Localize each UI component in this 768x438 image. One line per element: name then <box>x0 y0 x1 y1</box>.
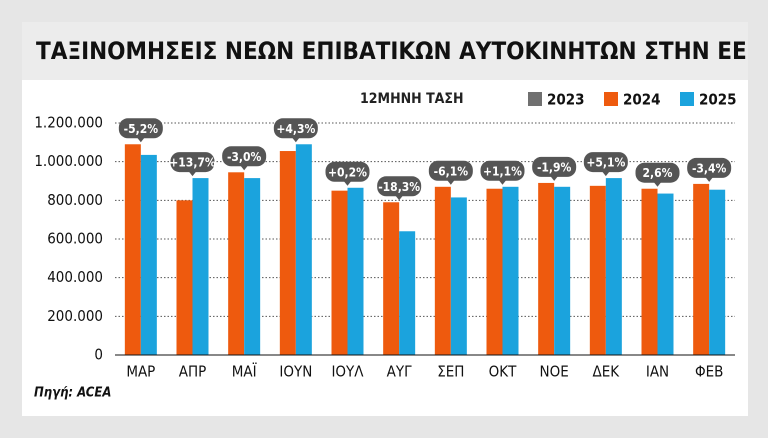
annotation-box <box>635 162 680 183</box>
y-tick-label: 0 <box>94 346 103 364</box>
annotation-box <box>687 157 732 178</box>
annotation-pointer <box>446 179 455 185</box>
bar <box>657 193 674 355</box>
annotation: -1,9% <box>537 160 572 174</box>
bar <box>486 188 503 355</box>
source: Πηγή: ACEA <box>34 386 111 401</box>
x-tick-label: ΔΕΚ <box>593 363 621 381</box>
bar <box>279 151 296 355</box>
y-tick-label: 400.000 <box>47 268 103 286</box>
bar <box>693 183 710 355</box>
annotation-box <box>480 160 525 181</box>
bar <box>554 186 571 355</box>
legend-label: 2025 <box>699 91 737 109</box>
annotation: +5,1% <box>586 156 625 170</box>
y-tick-label: 1.000.000 <box>34 152 103 170</box>
annotation-box <box>583 152 628 173</box>
legend-label: 2024 <box>623 91 661 109</box>
bar <box>502 186 519 355</box>
bar <box>228 172 245 355</box>
annotation-box <box>325 161 370 182</box>
bar <box>331 190 348 355</box>
annotation-box <box>377 176 422 197</box>
x-tick-label: ΙΟΥΝ <box>279 363 312 381</box>
bar <box>399 231 416 355</box>
x-tick-label: ΜΑΪ <box>232 362 257 381</box>
annotation-pointer <box>136 137 145 143</box>
annotation-pointer <box>291 137 300 143</box>
bar <box>605 178 622 355</box>
bar <box>140 154 157 355</box>
x-tick-label: ΦΕΒ <box>695 363 723 381</box>
bar <box>434 186 451 355</box>
bar <box>383 202 400 355</box>
annotation-pointer <box>653 181 662 187</box>
bar <box>641 188 658 355</box>
bar <box>295 144 312 355</box>
annotation: -3,4% <box>692 161 727 175</box>
legend-label: 2023 <box>547 91 585 109</box>
annotation-pointer <box>705 176 714 182</box>
y-tick-label: 200.000 <box>47 307 103 325</box>
legend-swatch <box>604 92 618 106</box>
bar <box>709 189 726 355</box>
bar <box>244 178 261 355</box>
x-tick-label: ΝΟΕ <box>540 363 569 381</box>
x-tick-label: ΜΑΡ <box>126 363 155 381</box>
annotation: +13,7% <box>169 156 216 170</box>
annotation-pointer <box>395 195 404 201</box>
legend-swatch <box>680 92 694 106</box>
bar <box>176 200 193 355</box>
x-tick-label: ΑΥΓ <box>387 363 412 381</box>
bar <box>347 187 364 355</box>
bar <box>450 197 467 355</box>
x-tick-label: ΑΠΡ <box>179 363 207 381</box>
bar <box>589 185 606 355</box>
annotation-pointer <box>498 179 507 185</box>
annotation-pointer <box>240 165 249 171</box>
annotation: +1,1% <box>483 164 522 178</box>
annotation: -3,0% <box>227 150 262 164</box>
annotation: 2,6% <box>643 166 673 180</box>
annotation-box <box>428 160 473 181</box>
annotation-pointer <box>343 180 352 186</box>
subtitle: 12ΜΗΝΗ ΤΑΣΗ <box>360 91 464 107</box>
annotation-pointer <box>601 171 610 177</box>
annotation: -18,3% <box>378 180 420 194</box>
title-band <box>22 22 748 80</box>
annotation: +4,3% <box>276 122 315 136</box>
y-tick-label: 1.200.000 <box>34 114 103 132</box>
chart-title: ΤΑΞΙΝΟΜΗΣΕΙΣ ΝΕΩΝ ΕΠΙΒΑΤΙΚΩΝ ΑΥΤΟΚΙΝΗΤΩΝ… <box>36 37 747 65</box>
annotation-box <box>118 118 163 139</box>
legend-swatch <box>528 92 542 106</box>
x-tick-label: ΣΕΠ <box>437 363 464 381</box>
bar <box>124 144 141 355</box>
annotation-box <box>273 118 318 139</box>
bar <box>538 182 555 355</box>
annotation-box <box>532 156 577 177</box>
x-tick-label: ΙΟΥΛ <box>331 363 364 381</box>
y-tick-label: 800.000 <box>47 191 103 209</box>
annotation-box <box>222 146 267 167</box>
annotation: -5,2% <box>124 122 159 136</box>
annotation: -6,1% <box>434 164 469 178</box>
annotation-pointer <box>550 175 559 181</box>
x-tick-label: ΟΚΤ <box>489 363 517 381</box>
x-tick-label: ΙΑΝ <box>646 363 669 381</box>
bar <box>192 178 209 355</box>
y-tick-label: 600.000 <box>47 230 103 248</box>
annotation-pointer <box>188 171 197 177</box>
annotation: +0,2% <box>328 165 367 179</box>
annotation-box <box>170 152 215 173</box>
